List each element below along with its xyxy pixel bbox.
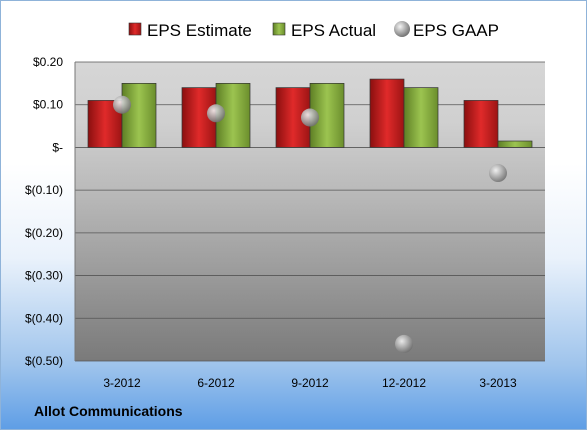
bars (87, 78, 533, 148)
actual-bar (309, 83, 345, 148)
legend-gaap-label: EPS GAAP (413, 21, 499, 40)
legend-gaap-swatch (394, 21, 410, 37)
y-axis-ticks: $0.20 $0.10 $- $(0.10) $(0.20) $(0.30) $(0.40)… (25, 55, 63, 368)
estimate-bar (369, 78, 405, 148)
y-tick-label: $(0.30) (25, 269, 63, 283)
legend-actual-swatch (272, 22, 286, 36)
legend-estimate-swatch (128, 22, 142, 36)
y-tick-label: $(0.20) (25, 226, 63, 240)
y-tick-label: $(0.40) (25, 311, 63, 325)
legend: EPS Estimate EPS Actual EPS GAAP (128, 21, 499, 40)
x-tick-label: 12-2012 (382, 376, 426, 390)
legend-estimate-label: EPS Estimate (147, 21, 252, 40)
actual-bar (121, 83, 157, 148)
x-axis-ticks: 3-2012 6-2012 9-2012 12-2012 3-2013 (103, 376, 517, 390)
gaap-point (207, 104, 225, 123)
y-tick-label: $0.20 (33, 55, 63, 69)
y-tick-label: $0.10 (33, 98, 63, 112)
x-tick-label: 6-2012 (197, 376, 235, 390)
gaap-point (113, 95, 131, 114)
legend-actual-label: EPS Actual (291, 21, 376, 40)
actual-bar (403, 87, 439, 148)
x-tick-label: 3-2013 (479, 376, 517, 390)
estimate-bar (463, 100, 499, 148)
gaap-point (301, 108, 319, 127)
y-tick-label: $(0.50) (25, 354, 63, 368)
estimate-bar (275, 87, 311, 148)
gaap-points (113, 95, 507, 353)
actual-bar (497, 140, 533, 148)
gaap-point (395, 334, 413, 353)
y-tick-label: $- (52, 140, 63, 154)
x-tick-label: 9-2012 (291, 376, 329, 390)
x-tick-label: 3-2012 (103, 376, 141, 390)
y-tick-label: $(0.10) (25, 183, 63, 197)
gaap-point (489, 164, 507, 183)
company-label: Allot Communications (34, 403, 183, 419)
